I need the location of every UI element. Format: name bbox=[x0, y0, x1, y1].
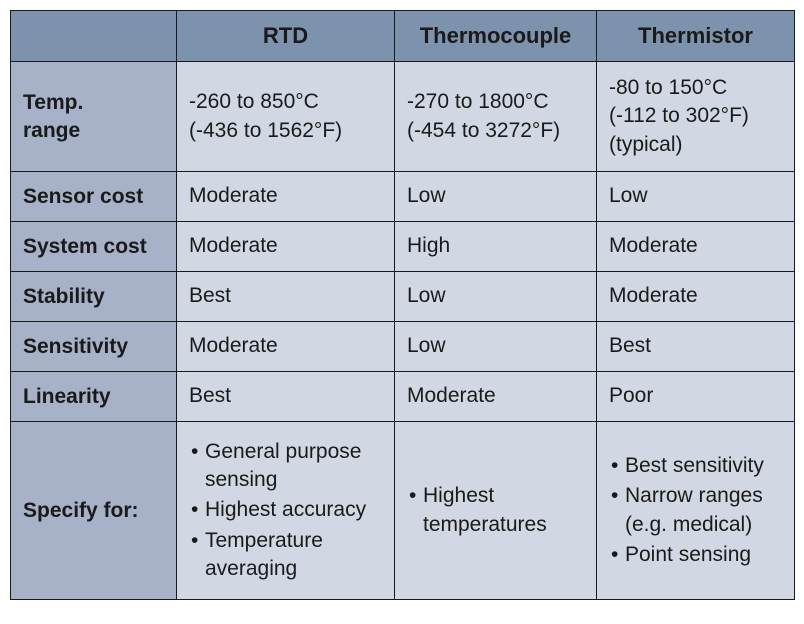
row-header: Linearity bbox=[11, 372, 177, 422]
table-cell: Moderate bbox=[177, 172, 395, 222]
col-header-thermocouple: Thermocouple bbox=[395, 11, 597, 62]
table-row: Specify for:General purpose sensingHighe… bbox=[11, 422, 795, 600]
table-cell: -260 to 850°C (-436 to 1562°F) bbox=[177, 62, 395, 172]
col-header-thermistor: Thermistor bbox=[597, 11, 795, 62]
table-row: SensitivityModerateLowBest bbox=[11, 322, 795, 372]
table-cell: General purpose sensingHighest accuracy T… bbox=[177, 422, 395, 600]
bullet-item: Best sensitivity bbox=[611, 452, 782, 480]
table-cell: Best bbox=[177, 372, 395, 422]
table-cell: Low bbox=[395, 172, 597, 222]
bullet-item: Point sensing bbox=[611, 541, 782, 569]
row-header: System cost bbox=[11, 222, 177, 272]
table-cell: Highest temperatures bbox=[395, 422, 597, 600]
bullet-list: Highest temperatures bbox=[407, 482, 584, 539]
table-cell: Moderate bbox=[597, 272, 795, 322]
table-header-row: RTD Thermocouple Thermistor bbox=[11, 11, 795, 62]
bullet-item: Temperature averaging bbox=[191, 527, 382, 584]
table-row: System costModerateHighModerate bbox=[11, 222, 795, 272]
table-row: Sensor costModerateLowLow bbox=[11, 172, 795, 222]
table-cell: -80 to 150°C (-112 to 302°F) (typical) bbox=[597, 62, 795, 172]
table-row: StabilityBestLowModerate bbox=[11, 272, 795, 322]
bullet-list: General purpose sensingHighest accuracy T… bbox=[189, 438, 382, 584]
sensor-comparison-table: RTD Thermocouple Thermistor Temp. range … bbox=[10, 10, 795, 600]
bullet-item: Narrow ranges (e.g. medical) bbox=[611, 482, 782, 539]
table-cell: Low bbox=[395, 272, 597, 322]
table-cell: High bbox=[395, 222, 597, 272]
row-header: Specify for: bbox=[11, 422, 177, 600]
bullet-list: Best sensitivityNarrow ranges (e.g. medi… bbox=[609, 452, 782, 569]
table-cell: Moderate bbox=[177, 222, 395, 272]
bullet-item: Highest temperatures bbox=[409, 482, 584, 539]
table-cell: Best bbox=[177, 272, 395, 322]
table-cell: Low bbox=[597, 172, 795, 222]
table-cell: Low bbox=[395, 322, 597, 372]
bullet-item: Highest accuracy bbox=[191, 496, 382, 524]
row-header: Temp. range bbox=[11, 62, 177, 172]
table-cell: Moderate bbox=[395, 372, 597, 422]
table-cell: Best sensitivityNarrow ranges (e.g. medi… bbox=[597, 422, 795, 600]
table-cell: Best bbox=[597, 322, 795, 372]
table-row: Temp. range -260 to 850°C (-436 to 1562°… bbox=[11, 62, 795, 172]
table-cell: Moderate bbox=[177, 322, 395, 372]
row-header: Stability bbox=[11, 272, 177, 322]
bullet-item: General purpose sensing bbox=[191, 438, 382, 495]
corner-cell bbox=[11, 11, 177, 62]
row-header: Sensitivity bbox=[11, 322, 177, 372]
table-row: LinearityBestModeratePoor bbox=[11, 372, 795, 422]
table-cell: Moderate bbox=[597, 222, 795, 272]
table-cell: Poor bbox=[597, 372, 795, 422]
col-header-rtd: RTD bbox=[177, 11, 395, 62]
row-header: Sensor cost bbox=[11, 172, 177, 222]
table-cell: -270 to 1800°C (-454 to 3272°F) bbox=[395, 62, 597, 172]
